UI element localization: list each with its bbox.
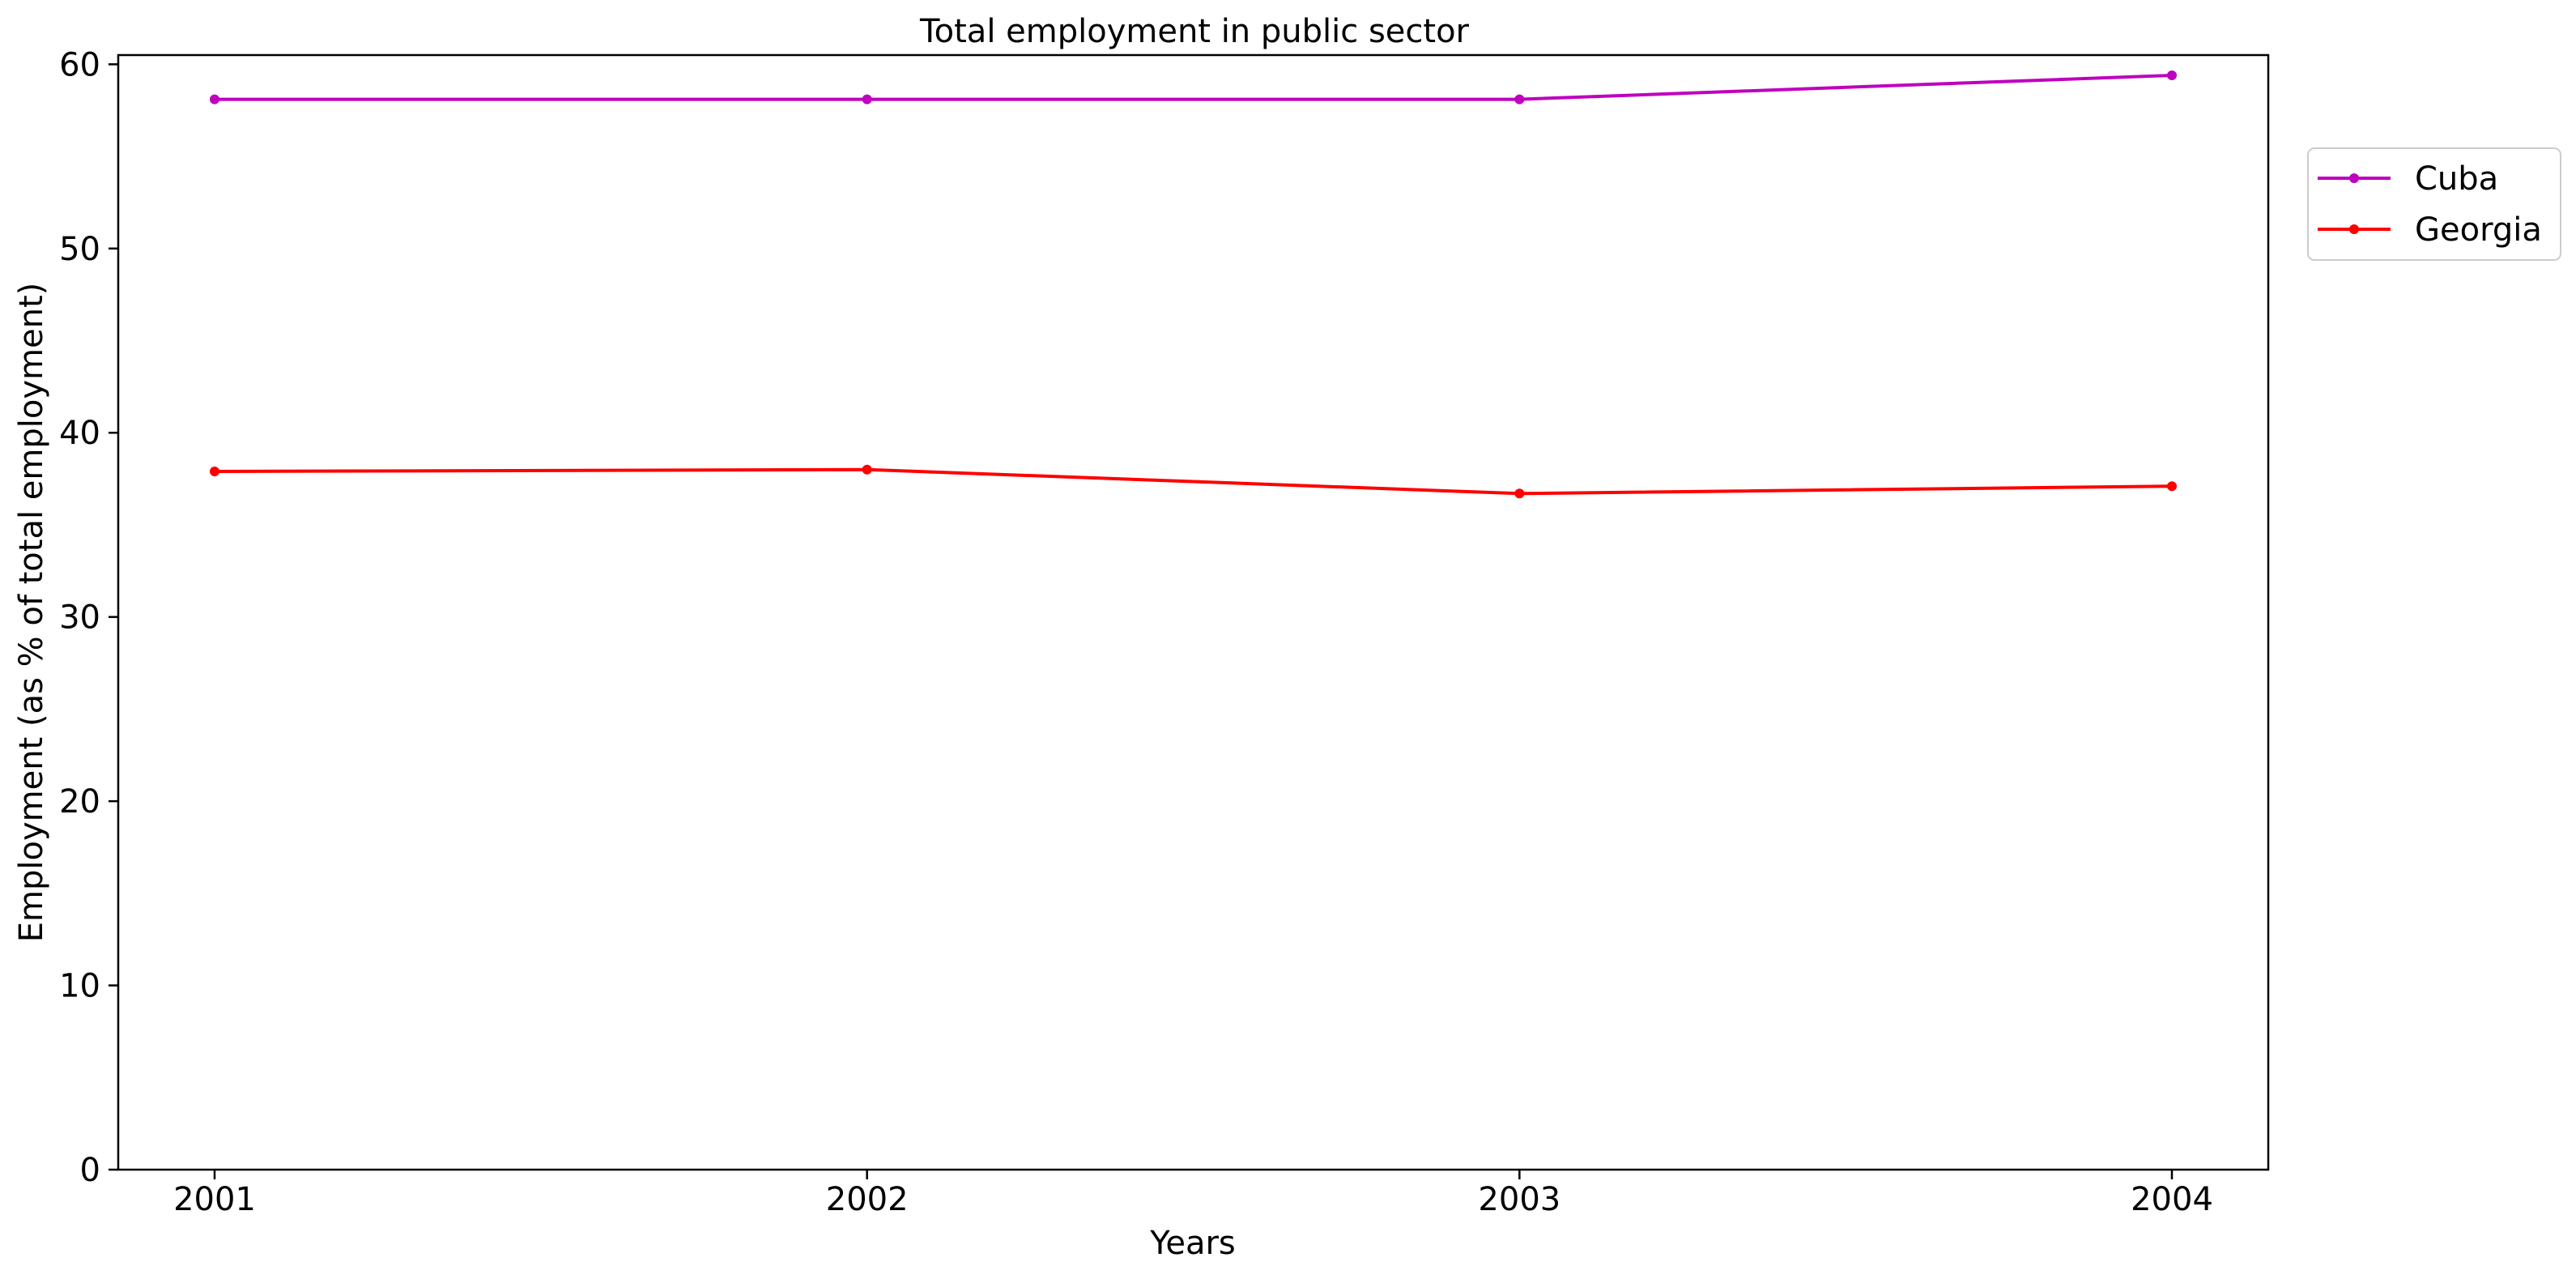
legend-marker-cuba <box>2349 173 2359 183</box>
x-tick-label: 2003 <box>1478 1181 1561 1218</box>
data-point-cuba <box>2167 70 2177 81</box>
data-point-georgia <box>1514 488 1525 499</box>
legend: Cuba Georgia <box>2307 147 2561 261</box>
data-point-georgia <box>2167 481 2177 492</box>
legend-item-cuba: Cuba <box>2318 160 2498 198</box>
y-tick-label: 20 <box>59 783 100 821</box>
y-tick-label: 10 <box>59 968 100 1005</box>
y-axis-label: Employment (as % of total employment) <box>13 283 50 943</box>
y-tick-label: 30 <box>59 599 100 637</box>
series-line-georgia <box>214 467 2173 496</box>
data-point-cuba <box>210 94 219 104</box>
y-tick-label: 60 <box>59 46 100 83</box>
legend-marker-georgia <box>2349 224 2359 234</box>
data-point-georgia <box>862 464 872 475</box>
y-tick-label: 40 <box>59 415 100 452</box>
y-tick-label: 50 <box>59 231 100 268</box>
data-point-georgia <box>210 467 219 477</box>
legend-item-georgia: Georgia <box>2318 211 2542 249</box>
plot-frame <box>117 53 2270 1171</box>
x-tick-label: 2004 <box>2131 1181 2213 1218</box>
y-axis: 0 10 20 30 40 50 60 <box>59 46 118 1189</box>
chart-title: Total employment in public sector <box>919 13 1470 50</box>
data-point-cuba <box>862 94 872 104</box>
legend-label-georgia: Georgia <box>2415 211 2542 249</box>
x-tick-label: 2001 <box>173 1181 256 1218</box>
x-tick-label: 2002 <box>826 1181 909 1218</box>
legend-label-cuba: Cuba <box>2415 160 2498 198</box>
legend-box <box>2307 147 2561 261</box>
x-axis: 2001 2002 2003 2004 <box>173 1170 2213 1218</box>
plot-area <box>210 70 2177 499</box>
y-tick-label: 0 <box>80 1152 100 1189</box>
x-axis-label: Years <box>1149 1225 1236 1262</box>
series-line-cuba <box>215 74 2173 101</box>
data-point-cuba <box>1514 94 1525 104</box>
